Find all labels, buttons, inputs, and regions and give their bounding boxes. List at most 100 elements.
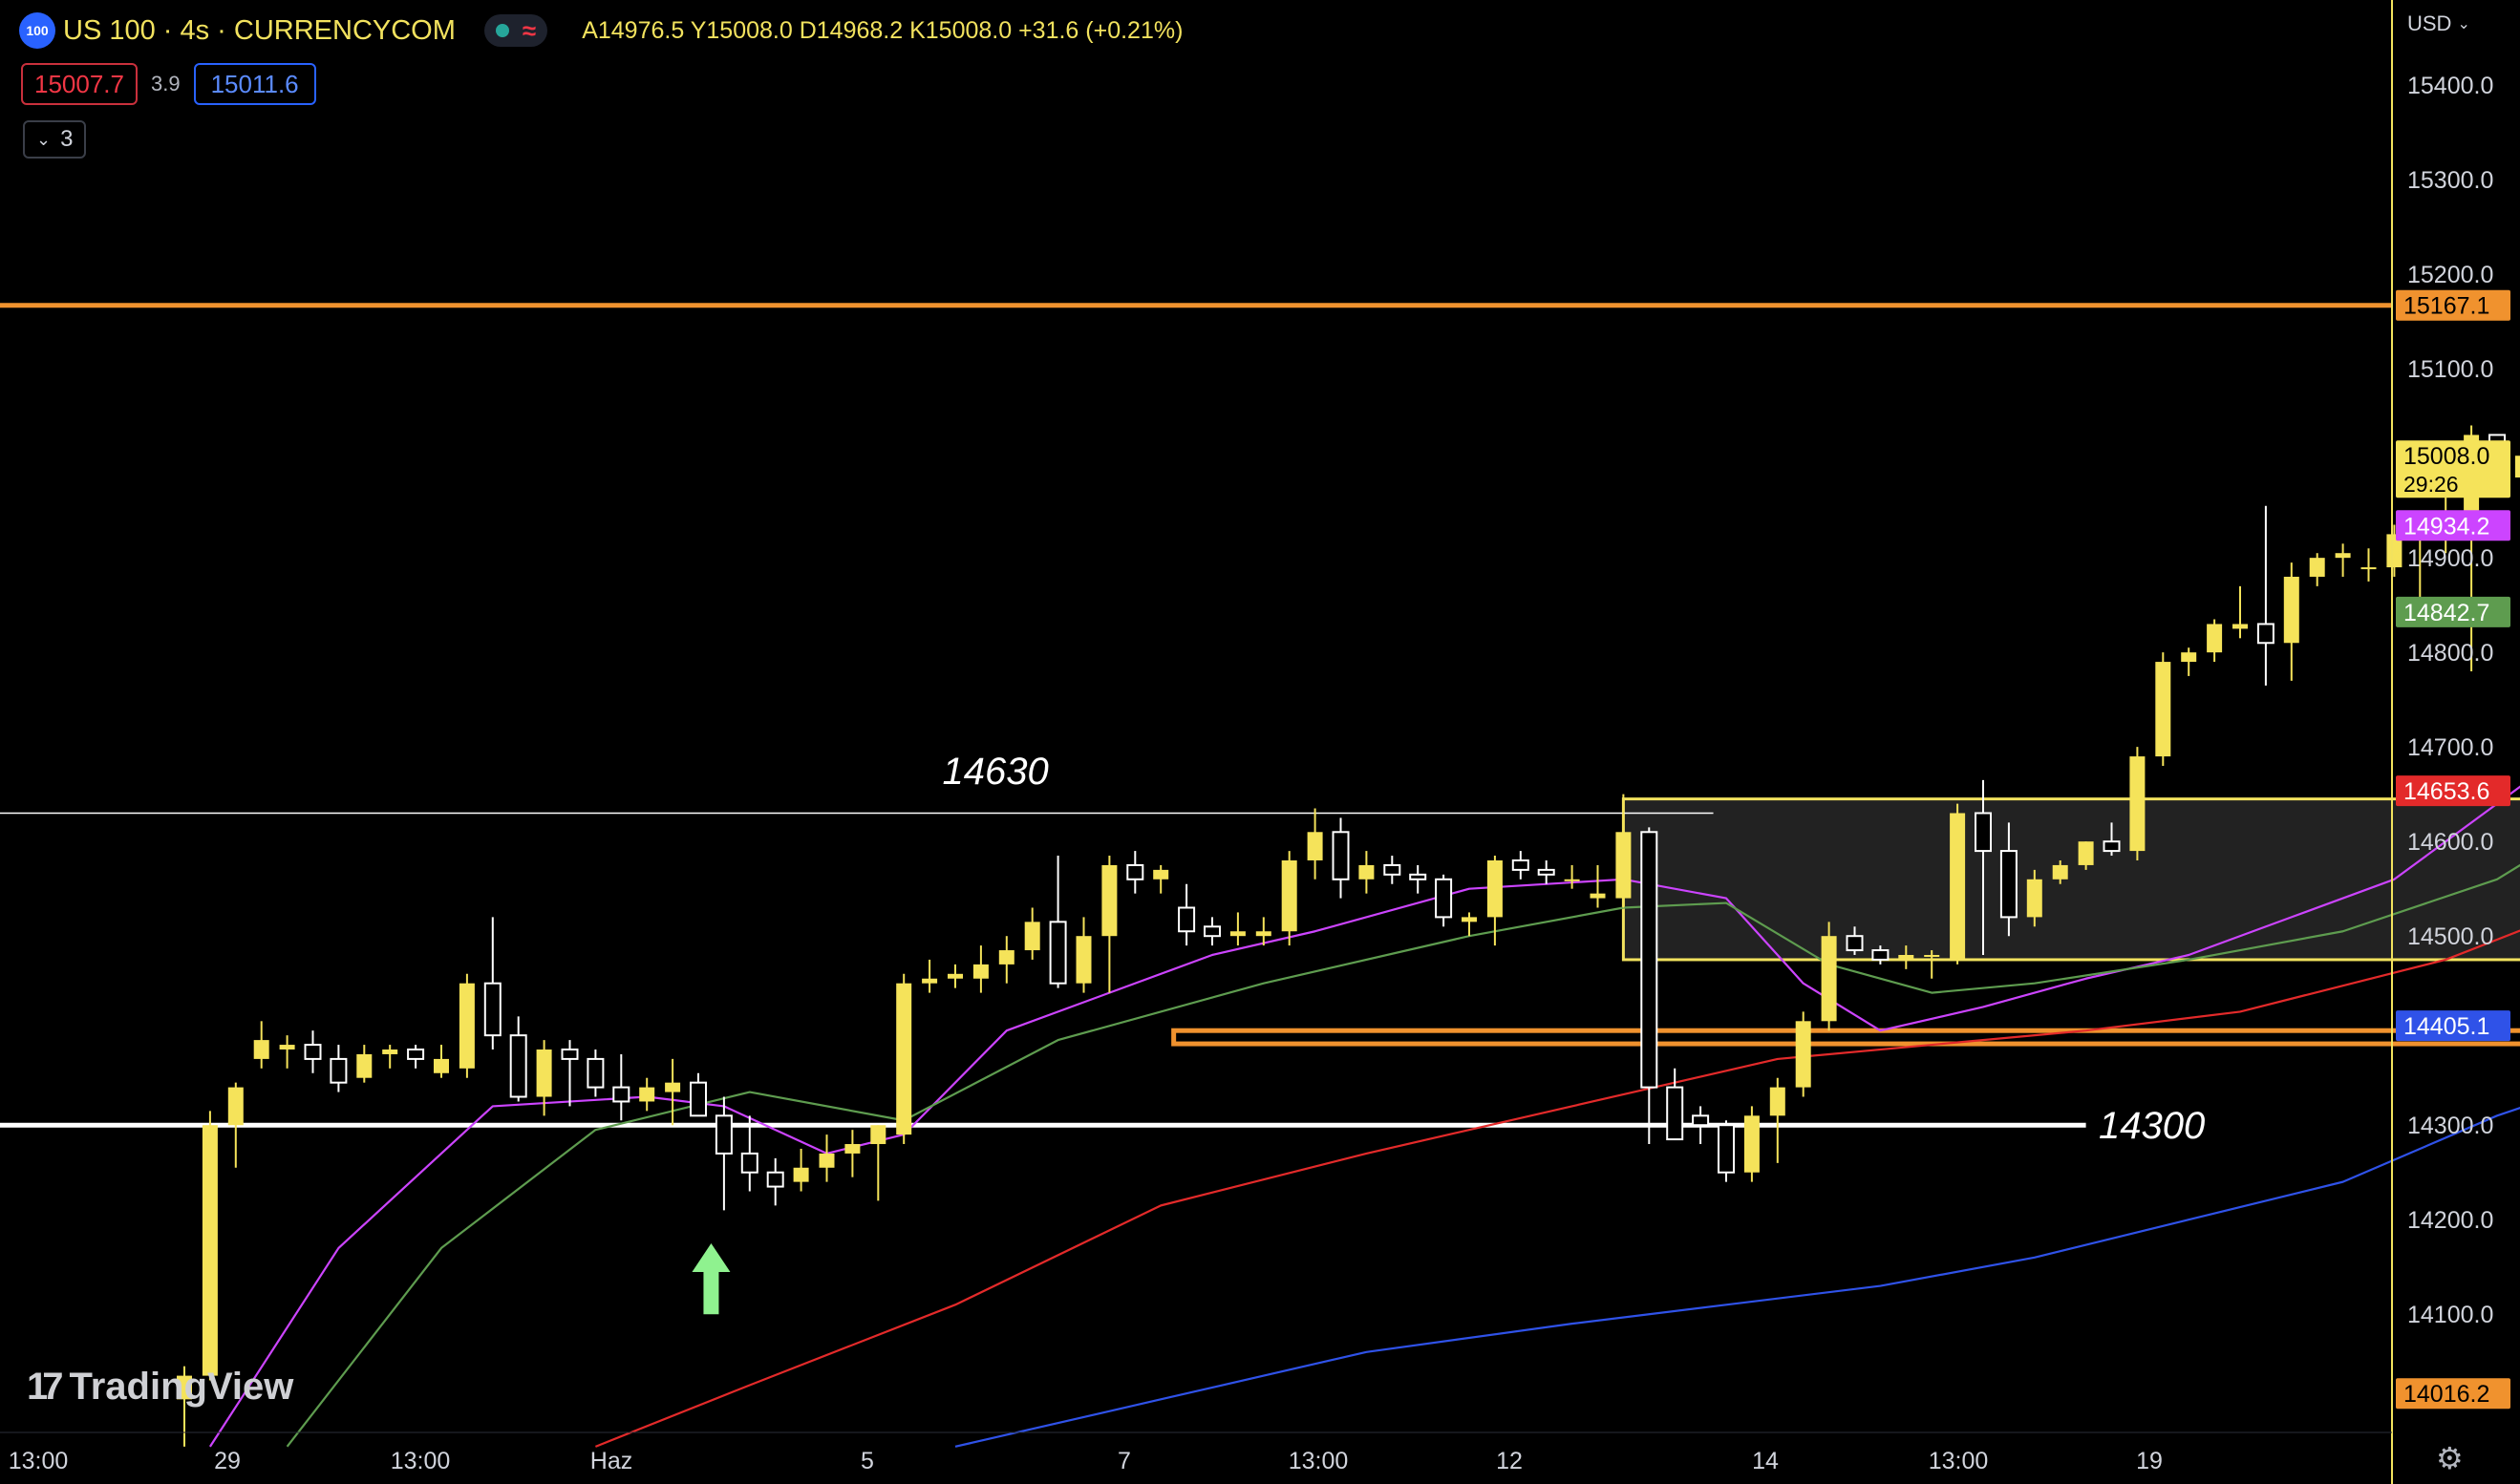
candle: [1178, 883, 1196, 946]
candle: [715, 1096, 733, 1211]
candle-body: [1178, 906, 1196, 933]
candle: [1615, 794, 1632, 908]
sell-price-button[interactable]: 15007.7: [21, 63, 138, 105]
candle: [972, 945, 989, 993]
candle: [2335, 543, 2351, 577]
candle-body: [1846, 935, 1864, 952]
candle: [1795, 1011, 1811, 1097]
candle-body: [793, 1167, 809, 1182]
symbol-title[interactable]: US 100 · 4s · CURRENCYCOM: [63, 14, 456, 46]
price-tag-box: [2396, 510, 2510, 541]
candle: [1950, 803, 1966, 965]
spread-value: 3.9: [150, 72, 181, 95]
moving-average-line-3: [954, 1107, 2520, 1448]
price-tag-box: [2396, 289, 2510, 321]
buy-price-button[interactable]: 15011.6: [193, 63, 316, 105]
candle: [1871, 945, 1890, 965]
candle-body: [536, 1049, 552, 1097]
price-tag: 14016.2: [2396, 1378, 2510, 1410]
candle: [2232, 585, 2248, 639]
candle: [1590, 864, 1606, 908]
candle: [509, 1016, 527, 1102]
candle-body: [279, 1045, 295, 1050]
candle-body: [665, 1082, 681, 1092]
candle: [1281, 851, 1297, 946]
candle: [740, 1115, 758, 1192]
candle: [1640, 827, 1658, 1145]
market-status-pill[interactable]: ≈: [483, 14, 548, 47]
x-tick-label: 13:00: [9, 1448, 69, 1474]
candle-body: [2256, 623, 2274, 645]
price-tag: 14842.7: [2396, 596, 2510, 627]
candle: [253, 1021, 269, 1069]
candle: [1332, 817, 1350, 899]
candle-body: [1358, 864, 1375, 880]
candle-body: [844, 1144, 861, 1154]
candle: [1564, 864, 1580, 889]
candle: [202, 1111, 218, 1381]
currency-selector[interactable]: USD ⌄: [2407, 11, 2470, 36]
candle: [1153, 864, 1169, 894]
candle-body: [1692, 1114, 1710, 1127]
candle: [2181, 647, 2197, 676]
candle: [1358, 851, 1375, 894]
candle: [1769, 1077, 1785, 1163]
candle-body: [304, 1044, 322, 1060]
candle: [2207, 619, 2223, 663]
candle-body: [1718, 1124, 1735, 1174]
candle-body: [1126, 863, 1144, 880]
tradingview-mark-icon: 17: [27, 1366, 63, 1408]
price-tag-box: [2396, 1010, 2510, 1042]
y-tick-label: 15400.0: [2407, 73, 2493, 99]
candle: [1821, 922, 1837, 1031]
candle-body: [1898, 955, 1914, 960]
candle-body: [2386, 534, 2403, 568]
candle-body: [330, 1057, 348, 1084]
candle-body: [587, 1057, 605, 1089]
candle-body: [1743, 1115, 1760, 1173]
candle: [766, 1157, 784, 1206]
indicators-toggle-button[interactable]: ⌄ 3: [23, 120, 87, 159]
candle-body: [766, 1171, 784, 1188]
candle: [1024, 907, 1040, 960]
candle-body: [715, 1114, 733, 1155]
candle: [459, 973, 475, 1078]
candle-body: [922, 978, 938, 984]
candle: [1383, 856, 1401, 884]
y-tick-label: 14800.0: [2407, 640, 2493, 667]
candle: [561, 1040, 579, 1107]
up-arrow-icon: [692, 1242, 731, 1315]
candle: [2026, 869, 2042, 927]
zones-layer: [1171, 797, 2520, 1047]
candle: [1435, 874, 1453, 927]
y-tick-label: 14300.0: [2407, 1113, 2493, 1139]
candle-body: [1153, 869, 1169, 880]
candle: [1537, 859, 1555, 884]
candle-body: [612, 1086, 630, 1103]
candle-body: [896, 983, 912, 1135]
price-tag-box: [2396, 596, 2510, 627]
gear-icon[interactable]: ⚙: [2436, 1441, 2464, 1475]
candle-body: [177, 1375, 192, 1400]
tradingview-logo[interactable]: 17 TradingView: [27, 1366, 293, 1409]
moving-average-line-1: [286, 863, 2520, 1448]
time-axis[interactable]: 13:00 29 13:00 Haz 5 7 13:00 12 14 13:00 19: [9, 1448, 2163, 1474]
candle-body: [509, 1034, 527, 1098]
candle: [2256, 505, 2274, 686]
candle: [2103, 822, 2121, 857]
candle-body: [356, 1053, 373, 1078]
candle-body: [1537, 868, 1555, 876]
price-tag-label: 14934.2: [2403, 513, 2489, 540]
chevron-down-icon: ⌄: [2457, 16, 2470, 32]
candle: [2514, 456, 2520, 477]
candle: [1486, 856, 1503, 946]
candle: [793, 1148, 809, 1192]
candle: [587, 1049, 605, 1097]
candle-body: [1307, 832, 1323, 860]
watermark-text: TradingView: [69, 1366, 294, 1408]
candle: [227, 1082, 244, 1168]
x-tick-label: 14: [1752, 1448, 1779, 1474]
candle-body: [2078, 841, 2094, 865]
candle-body: [740, 1152, 758, 1174]
